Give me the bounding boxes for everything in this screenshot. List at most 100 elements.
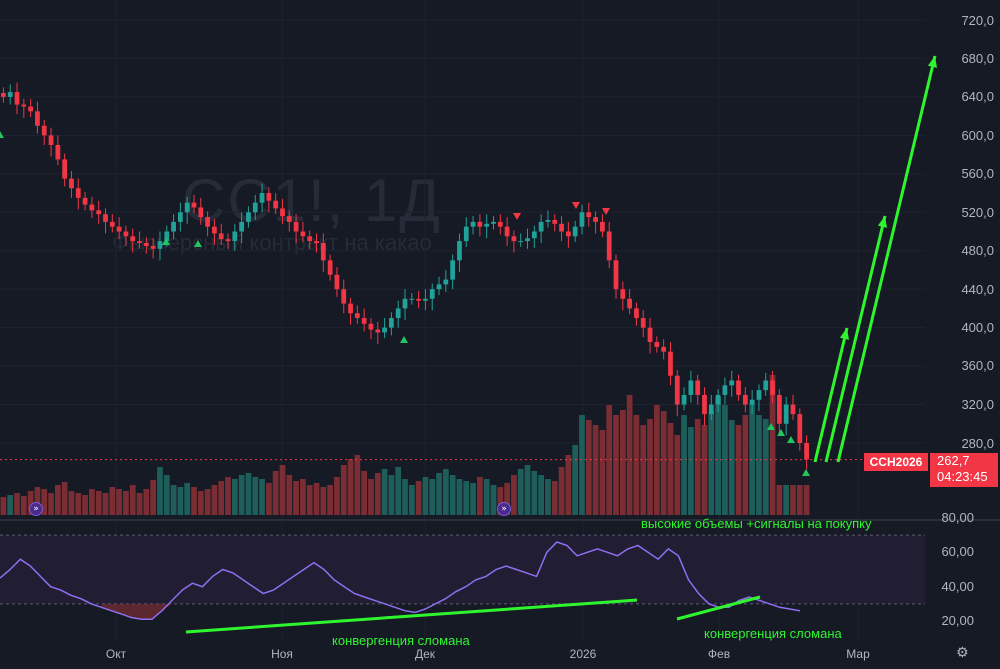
volume-bar bbox=[286, 475, 293, 515]
candle-body bbox=[600, 221, 605, 232]
ticker-badge[interactable]: CCH2026 bbox=[864, 453, 928, 471]
candle-body bbox=[525, 238, 530, 242]
volume-bar bbox=[531, 471, 538, 515]
candle-body bbox=[790, 404, 796, 415]
candle-body bbox=[572, 226, 578, 237]
rsi-axis-label: 60,00 bbox=[941, 544, 974, 559]
volume-bar bbox=[116, 489, 122, 515]
annotation-divergence[interactable]: конвергенция сломана bbox=[332, 633, 470, 648]
volume-bar bbox=[170, 485, 177, 515]
candle-body bbox=[103, 214, 108, 222]
candle-body bbox=[450, 260, 456, 280]
volume-bar bbox=[483, 479, 490, 515]
volume-bar bbox=[477, 477, 483, 515]
candle-body bbox=[171, 221, 176, 232]
volume-bar bbox=[694, 419, 701, 515]
volume-bar bbox=[572, 445, 579, 515]
forecast-arrow bbox=[813, 327, 849, 463]
last-price-badge[interactable]: 262,7 04:23:45 bbox=[930, 453, 998, 487]
volume-bar bbox=[136, 493, 143, 515]
candle-body bbox=[123, 231, 129, 237]
candle-body bbox=[137, 241, 142, 244]
volume-bar bbox=[585, 420, 592, 515]
volume-bar bbox=[177, 487, 184, 515]
price-axis-label: 440,0 bbox=[961, 282, 994, 297]
event-icon[interactable]: » bbox=[29, 502, 43, 516]
volume-bar bbox=[490, 485, 497, 515]
volume-bar bbox=[640, 425, 647, 515]
candle-body bbox=[702, 394, 707, 415]
watermark-title: CC1!, 1Д bbox=[182, 167, 443, 234]
candle-body bbox=[559, 223, 564, 232]
candle-body bbox=[164, 231, 170, 242]
volume-bar bbox=[402, 479, 408, 515]
price-axis-label: 680,0 bbox=[961, 51, 994, 66]
price-axis-label: 280,0 bbox=[961, 436, 994, 451]
candle-body bbox=[640, 318, 646, 328]
candle-body bbox=[579, 212, 585, 227]
candle-body bbox=[742, 394, 748, 405]
volume-bar bbox=[619, 410, 626, 515]
candle-body bbox=[191, 202, 197, 208]
time-axis-label: Ноя bbox=[271, 647, 293, 661]
candle-body bbox=[48, 135, 54, 145]
candle-body bbox=[436, 284, 442, 290]
candle-body bbox=[729, 380, 735, 386]
candle-body bbox=[198, 207, 204, 218]
buy-signal-icon bbox=[777, 429, 785, 436]
volume-bar bbox=[109, 487, 116, 515]
forecast-arrow-head bbox=[927, 56, 937, 68]
volume-bar bbox=[41, 489, 48, 515]
volume-bar bbox=[756, 415, 762, 515]
candle-body bbox=[477, 221, 483, 227]
pane-separator[interactable] bbox=[0, 519, 1000, 521]
candle-body bbox=[327, 260, 333, 275]
price-axis-label: 400,0 bbox=[961, 320, 994, 335]
candle-body bbox=[266, 193, 272, 201]
candle-body bbox=[593, 217, 598, 222]
volume-bar bbox=[238, 475, 245, 515]
event-icon[interactable]: » bbox=[497, 502, 511, 516]
volume-bar bbox=[313, 483, 320, 515]
volume-bar bbox=[633, 415, 640, 515]
buy-signal-icon bbox=[400, 336, 408, 343]
volume-bar bbox=[61, 482, 68, 515]
volume-bar bbox=[701, 425, 708, 515]
last-price: 262,7 bbox=[937, 453, 970, 468]
candle-body bbox=[763, 380, 769, 391]
volume-bar bbox=[20, 496, 27, 515]
volume-bar bbox=[449, 475, 456, 515]
bar-countdown: 04:23:45 bbox=[937, 469, 988, 484]
volume-bar bbox=[347, 459, 354, 515]
volume-bar bbox=[381, 469, 388, 515]
annotation-volume[interactable]: высокие объемы +сигналы на покупку bbox=[641, 516, 872, 531]
candle-body bbox=[143, 243, 149, 246]
volume-bar bbox=[463, 481, 470, 515]
price-axis-label: 640,0 bbox=[961, 89, 994, 104]
candle-body bbox=[348, 303, 353, 314]
volume-bar bbox=[511, 475, 517, 515]
candle-body bbox=[273, 200, 279, 209]
volume-bar bbox=[613, 415, 619, 515]
volume-bar bbox=[796, 485, 803, 515]
candle-body bbox=[150, 245, 156, 249]
volume-bar bbox=[408, 485, 415, 515]
candle-body bbox=[225, 239, 231, 242]
candle-body bbox=[409, 298, 415, 300]
volume-bar bbox=[7, 495, 14, 515]
candle-body bbox=[395, 308, 401, 319]
candle-body bbox=[722, 385, 728, 395]
volume-bar bbox=[442, 469, 449, 515]
annotation-divergence[interactable]: конвергенция сломана bbox=[704, 626, 842, 641]
volume-bar bbox=[674, 435, 681, 515]
volume-bar bbox=[102, 493, 109, 515]
volume-bar bbox=[715, 397, 721, 515]
gear-icon[interactable]: ⚙ bbox=[956, 645, 969, 661]
candle-body bbox=[1, 93, 6, 97]
volume-bar bbox=[266, 483, 272, 515]
volume-bar bbox=[340, 465, 347, 515]
candle-body bbox=[518, 241, 524, 243]
rsi-line bbox=[0, 541, 801, 621]
